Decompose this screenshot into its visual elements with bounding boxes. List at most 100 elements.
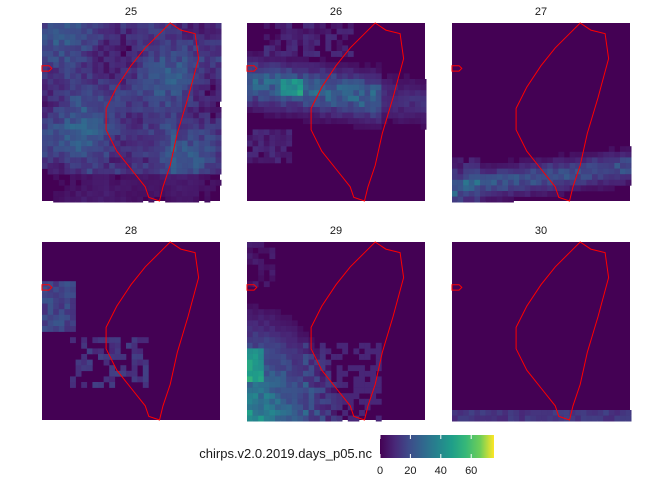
raster-cell	[98, 196, 104, 203]
raster-cell	[92, 151, 99, 158]
raster-cell	[286, 28, 293, 35]
raster-cell	[204, 146, 211, 153]
raster-cell	[597, 415, 604, 422]
raster-cell	[70, 73, 76, 80]
raster-cell	[193, 23, 200, 29]
raster-cell	[308, 415, 315, 422]
raster-cell	[109, 174, 116, 181]
raster-cell	[252, 303, 259, 310]
raster-cell	[92, 382, 99, 388]
raster-cell	[58, 196, 65, 203]
raster-cell	[247, 410, 253, 416]
raster-cell	[176, 107, 183, 113]
raster-cell	[364, 79, 371, 85]
facet-panel: 30	[451, 225, 632, 422]
raster-cell	[109, 337, 116, 344]
raster-cell	[215, 84, 222, 91]
raster-cell	[325, 387, 332, 394]
raster-cell	[137, 84, 144, 91]
raster-cell	[215, 62, 222, 69]
colorbar-tick-label: 40	[435, 465, 447, 477]
raster-cell	[263, 84, 270, 91]
raster-cell	[258, 354, 265, 360]
raster-cell	[64, 112, 71, 119]
raster-cell	[286, 45, 293, 52]
raster-cell	[342, 95, 349, 102]
raster-cell	[137, 123, 144, 130]
raster-cell	[47, 326, 54, 332]
raster-cell	[247, 382, 253, 388]
raster-cell	[303, 56, 309, 63]
raster-cell	[252, 90, 259, 97]
raster-cell	[291, 354, 298, 360]
raster-cell	[336, 382, 343, 388]
raster-cell	[247, 62, 253, 69]
raster-cell	[126, 101, 132, 108]
raster-cell	[75, 118, 82, 125]
raster-cell	[375, 107, 382, 113]
raster-cell	[98, 28, 104, 35]
raster-cell	[314, 51, 321, 57]
raster-cell	[210, 157, 216, 164]
raster-cell	[252, 370, 259, 377]
raster-cell	[98, 151, 104, 158]
raster-cell	[269, 51, 276, 57]
raster-cell	[564, 157, 570, 164]
raster-cell	[187, 56, 194, 63]
raster-cell	[120, 146, 127, 153]
raster-cell	[375, 67, 382, 74]
raster-cell	[463, 185, 470, 192]
raster-cell	[247, 51, 253, 57]
raster-cell	[148, 73, 155, 80]
raster-cell	[314, 365, 321, 372]
raster-cell	[142, 45, 149, 52]
raster-cell	[308, 28, 315, 35]
raster-cell	[98, 107, 104, 113]
raster-cell	[519, 168, 526, 175]
raster-cell	[491, 415, 498, 422]
raster-cell	[42, 84, 48, 91]
raster-cell	[98, 84, 104, 91]
raster-cell	[564, 168, 570, 175]
raster-cell	[252, 320, 259, 327]
raster-cell	[314, 28, 321, 35]
raster-cell	[353, 393, 360, 400]
raster-cell	[170, 79, 177, 85]
raster-cell	[347, 415, 354, 422]
raster-cell	[92, 23, 99, 29]
raster-cell	[314, 84, 321, 91]
raster-cell	[291, 90, 298, 97]
raster-cell	[42, 146, 48, 153]
raster-cell	[109, 168, 116, 175]
raster-cell	[319, 62, 326, 69]
raster-cell	[286, 337, 293, 344]
raster-cell	[480, 185, 486, 192]
raster-cell	[58, 23, 65, 29]
raster-cell	[120, 56, 127, 63]
raster-cell	[81, 179, 88, 186]
raster-cell	[86, 348, 93, 355]
raster-cell	[252, 415, 259, 422]
raster-cell	[569, 168, 576, 175]
raster-cell	[64, 28, 71, 35]
raster-cell	[142, 365, 149, 372]
raster-cell	[586, 174, 593, 181]
raster-cell	[247, 157, 253, 164]
raster-cell	[58, 298, 65, 304]
raster-cell	[159, 146, 166, 153]
raster-cell	[280, 415, 287, 422]
raster-cell	[120, 23, 127, 29]
raster-cell	[204, 174, 211, 181]
raster-cell	[291, 56, 298, 63]
raster-cell	[508, 157, 514, 164]
raster-cell	[541, 185, 548, 192]
raster-cell	[126, 157, 132, 164]
raster-cell	[263, 135, 270, 141]
raster-cell	[109, 129, 116, 136]
raster-cell	[275, 398, 281, 405]
raster-cell	[286, 34, 293, 41]
raster-cell	[513, 174, 520, 181]
raster-cell	[252, 281, 259, 288]
raster-cell	[170, 56, 177, 63]
raster-cell	[480, 415, 486, 422]
